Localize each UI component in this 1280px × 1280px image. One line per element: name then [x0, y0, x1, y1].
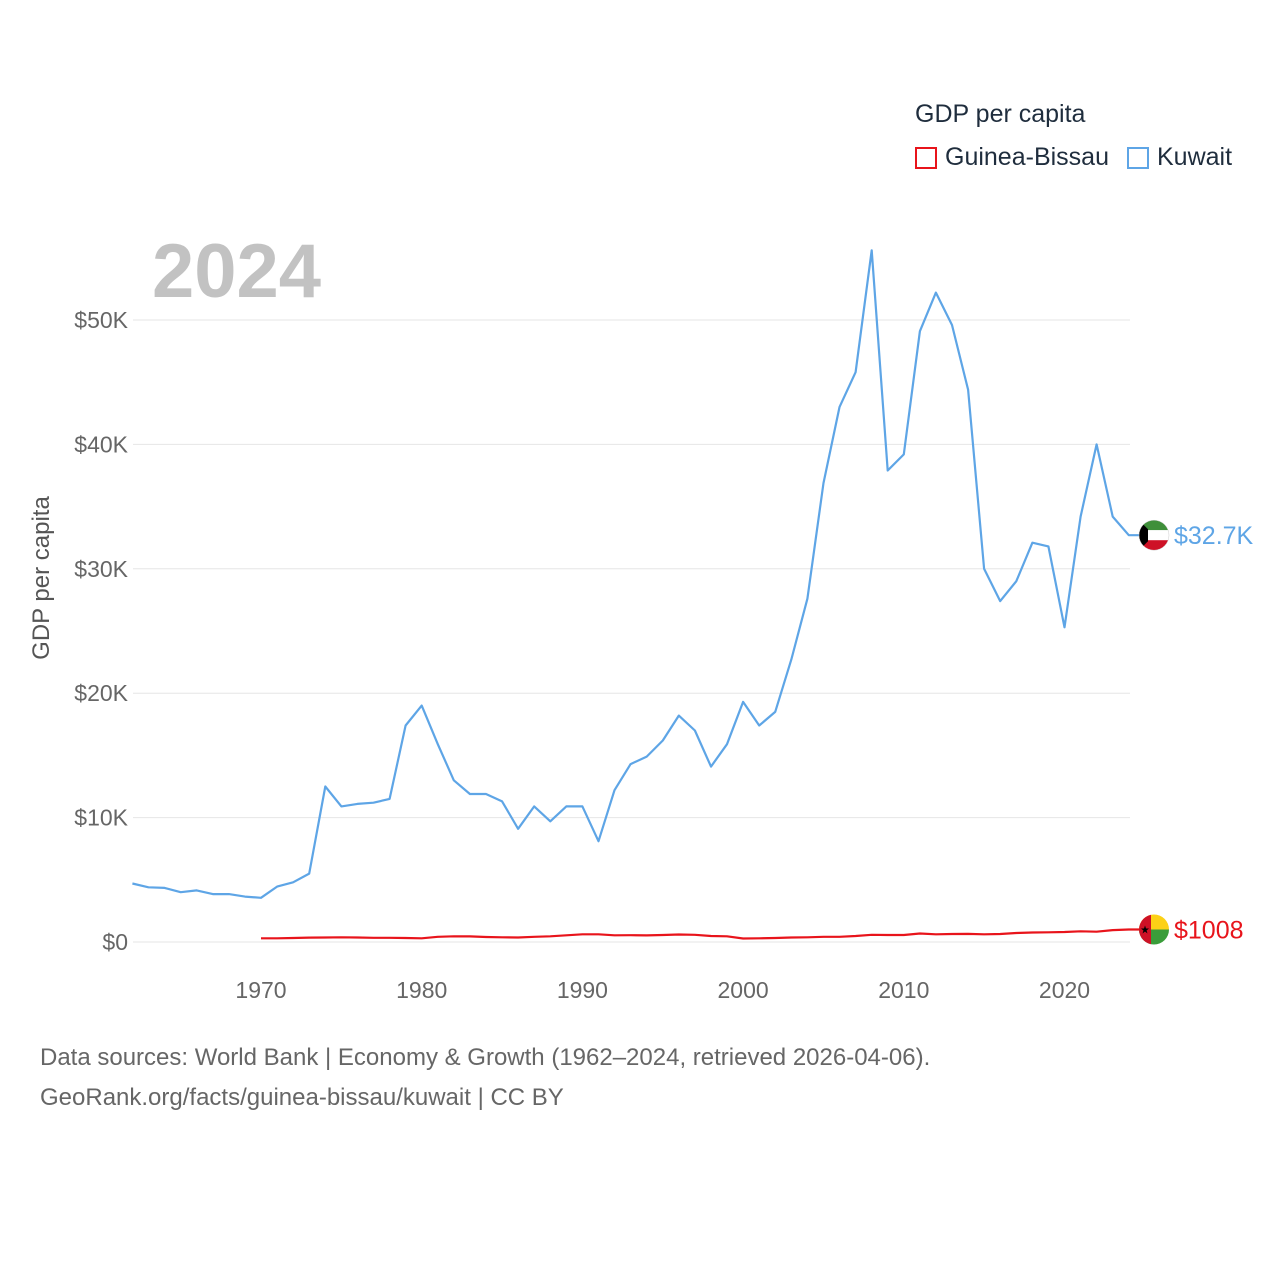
legend-label-guinea-bissau: Guinea-Bissau [945, 143, 1109, 171]
series-line-kuwait [132, 249, 1154, 899]
end-labels: $32.7K $1008 [1174, 522, 1254, 944]
y-tick-label: $0 [102, 929, 128, 955]
y-tick-label: $30K [74, 556, 128, 582]
x-tick-label: 2010 [878, 977, 929, 1003]
guinea-bissau-flag-icon [1139, 914, 1169, 945]
x-tick-label: 1970 [235, 977, 286, 1003]
kuwait-flag-icon [1138, 519, 1170, 551]
legend-swatch-guinea-bissau [915, 146, 937, 169]
year-label: 2024 [152, 229, 322, 314]
y-axis-ticks: $0 $10K $20K $30K $40K $50K [74, 307, 128, 955]
y-tick-label: $10K [74, 805, 128, 831]
legend-item-guinea-bissau[interactable]: Guinea-Bissau [915, 143, 1109, 172]
series-line-guinea-bissau [261, 928, 1154, 940]
series-lines [132, 249, 1154, 940]
x-tick-label: 1990 [557, 977, 608, 1003]
legend-swatch-kuwait [1126, 146, 1149, 169]
legend: Guinea-Bissau Kuwait [915, 143, 1250, 172]
y-axis-title: GDP per capita [28, 496, 55, 660]
legend-item-kuwait[interactable]: Kuwait [1126, 143, 1233, 172]
x-tick-label: 1980 [396, 977, 447, 1003]
y-tick-label: $20K [74, 680, 128, 706]
legend-label-kuwait: Kuwait [1156, 143, 1233, 171]
end-label-kuwait: $32.7K [1174, 522, 1254, 550]
x-axis-ticks: 1970 1980 1990 2000 2010 2020 [235, 977, 1090, 1003]
end-markers [1138, 519, 1170, 945]
legend-title: GDP per capita [915, 100, 1086, 128]
footer-sources: Data sources: World Bank | Economy & Gro… [40, 1044, 931, 1071]
end-label-guinea-bissau: $1008 [1174, 916, 1244, 944]
footer-link: GeoRank.org/facts/guinea-bissau/kuwait |… [40, 1084, 564, 1111]
y-tick-label: $40K [74, 431, 128, 457]
x-tick-label: 2000 [718, 977, 769, 1003]
x-tick-label: 2020 [1039, 977, 1090, 1003]
y-tick-label: $50K [74, 307, 128, 333]
gridlines [133, 319, 1130, 943]
